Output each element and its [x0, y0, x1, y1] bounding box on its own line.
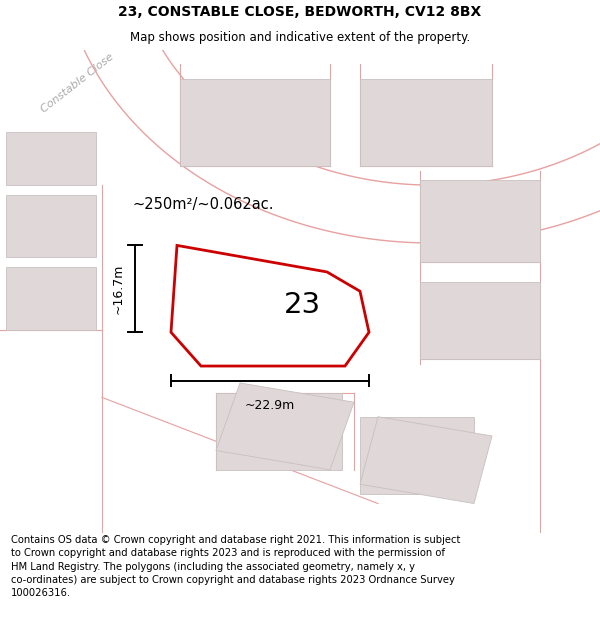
Polygon shape [216, 392, 342, 470]
Text: 23: 23 [284, 291, 321, 319]
Polygon shape [360, 417, 474, 494]
Text: ~16.7m: ~16.7m [111, 264, 124, 314]
Polygon shape [6, 267, 96, 330]
Polygon shape [216, 383, 354, 470]
Text: Constable Close: Constable Close [39, 52, 116, 115]
Text: ~22.9m: ~22.9m [245, 399, 295, 412]
Text: ~250m²/~0.062ac.: ~250m²/~0.062ac. [132, 197, 274, 212]
Polygon shape [171, 246, 369, 366]
Polygon shape [360, 417, 492, 504]
Polygon shape [6, 132, 96, 185]
Text: 23, CONSTABLE CLOSE, BEDWORTH, CV12 8BX: 23, CONSTABLE CLOSE, BEDWORTH, CV12 8BX [118, 6, 482, 19]
Polygon shape [6, 195, 96, 258]
Polygon shape [360, 79, 492, 166]
Polygon shape [420, 282, 540, 359]
Text: Map shows position and indicative extent of the property.: Map shows position and indicative extent… [130, 31, 470, 44]
Text: Contains OS data © Crown copyright and database right 2021. This information is : Contains OS data © Crown copyright and d… [11, 535, 460, 598]
Polygon shape [73, 6, 600, 243]
Polygon shape [180, 79, 330, 166]
Polygon shape [420, 180, 540, 262]
